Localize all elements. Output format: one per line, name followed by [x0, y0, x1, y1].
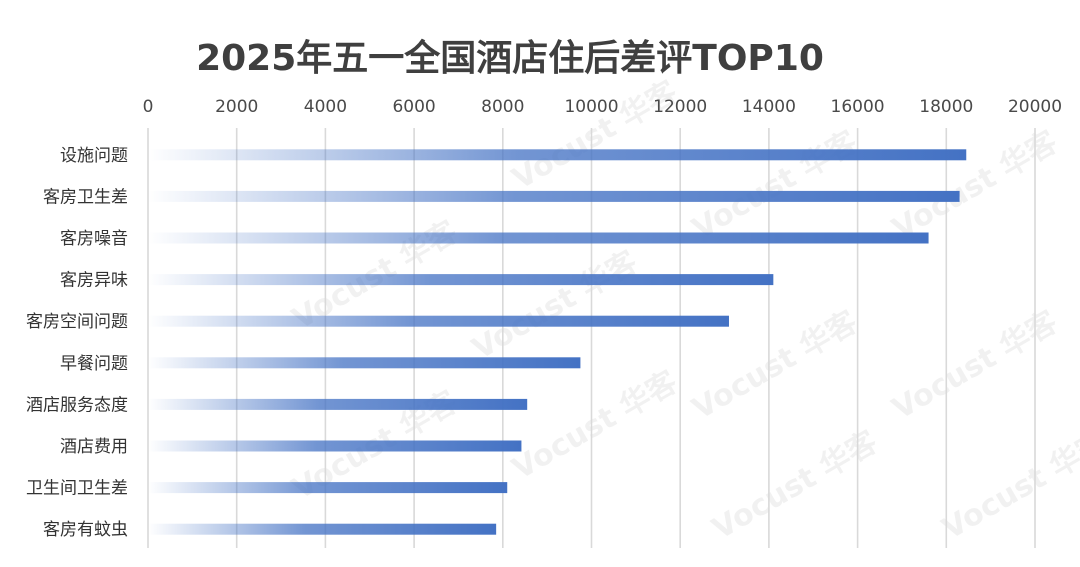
watermark-text: Vocust 华客	[687, 125, 864, 247]
x-tick-label: 12000	[653, 97, 707, 117]
watermark-text: Vocust 华客	[887, 125, 1064, 247]
x-tick-label: 2000	[215, 97, 258, 117]
bar	[148, 357, 581, 369]
chart-title: 2025年五一全国酒店住后差评TOP10	[196, 37, 824, 79]
bar	[148, 274, 774, 286]
watermark-text: Vocust 华客	[467, 245, 644, 367]
watermark-text: Vocust 华客	[937, 425, 1080, 547]
watermark-text: Vocust 华客	[507, 365, 684, 487]
x-tick-label: 20000	[1008, 97, 1062, 117]
bar	[148, 190, 960, 202]
bar	[148, 440, 522, 452]
y-category-label: 设施问题	[60, 146, 128, 166]
x-tick-label: 16000	[831, 97, 885, 117]
x-tick-label: 10000	[564, 97, 618, 117]
x-tick-label: 0	[143, 97, 154, 117]
watermark-text: Vocust 华客	[507, 75, 684, 197]
x-tick-label: 8000	[481, 97, 524, 117]
y-category-label: 卫生间卫生差	[26, 479, 128, 499]
y-axis-categories: 设施问题客房卫生差客房噪音客房异味客房空间问题早餐问题酒店服务态度酒店费用卫生间…	[26, 146, 128, 540]
y-category-label: 客房异味	[60, 271, 128, 291]
x-tick-label: 6000	[392, 97, 435, 117]
bar	[148, 398, 528, 410]
y-category-label: 客房噪音	[60, 229, 128, 249]
x-axis-ticks: 0 2000 4000 6000 8000 10000 12000 14000 16000 180…	[143, 97, 1062, 117]
y-category-label: 酒店费用	[60, 437, 128, 457]
y-category-label: 客房卫生差	[43, 187, 128, 207]
y-category-label: 客房空间问题	[26, 312, 128, 332]
x-tick-label: 18000	[919, 97, 973, 117]
x-tick-label: 14000	[742, 97, 796, 117]
y-category-label: 酒店服务态度	[26, 395, 128, 415]
bars	[148, 149, 967, 535]
watermark-text: Vocust 华客	[887, 305, 1064, 427]
bar	[148, 523, 497, 535]
bar	[148, 482, 508, 494]
y-category-label: 客房有蚊虫	[43, 520, 128, 540]
x-tick-label: 4000	[304, 97, 347, 117]
y-category-label: 早餐问题	[60, 354, 128, 374]
bar	[148, 149, 967, 161]
bar	[148, 232, 929, 244]
bar	[148, 315, 729, 327]
